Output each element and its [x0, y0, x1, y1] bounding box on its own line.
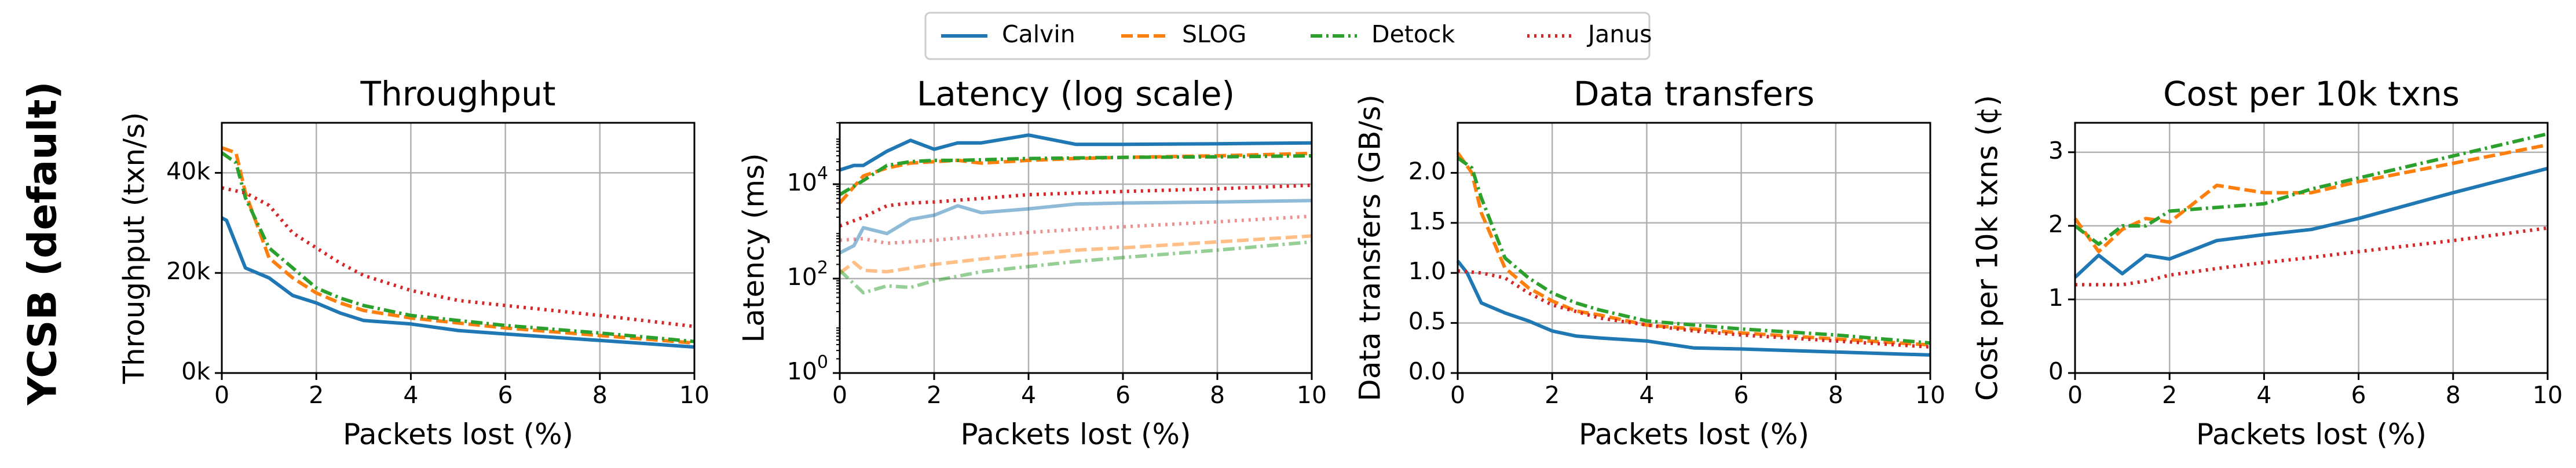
- series-line-slog: [838, 151, 1312, 204]
- series-line-slog: [2073, 143, 2548, 254]
- x-tick-label: 10: [679, 381, 709, 409]
- series-line-calvin: [2073, 166, 2548, 279]
- y-tick-label: 104: [787, 163, 828, 197]
- y-tick-label: 20k: [166, 257, 210, 285]
- series-line-calvin: [221, 216, 695, 349]
- legend-label-janus: Janus: [1586, 20, 1652, 48]
- x-tick-label: 8: [1210, 381, 1225, 409]
- x-tick-label: 2: [927, 381, 942, 409]
- legend: Calvin SLOG Detock Janus: [924, 12, 1652, 60]
- panel-cost: 0 2 4 6 8 10 0 1 2 3 Cost per 10k txns Packets lost…: [1971, 74, 2563, 451]
- axes-frame: [2074, 122, 2549, 374]
- legend-box: [924, 12, 1651, 60]
- y-tick-label: 3: [2048, 137, 2063, 164]
- series-line-calvin: [1456, 259, 1931, 357]
- x-tick-label: 4: [2256, 381, 2271, 409]
- panel-title: Cost per 10k txns: [2163, 74, 2460, 114]
- y-tick-label: 0k: [181, 357, 210, 385]
- x-tick-label: 10: [1297, 381, 1327, 409]
- series-line-calvin-faded: [839, 199, 1312, 255]
- y-tick-label: 1.0: [1408, 257, 1446, 285]
- series-line-detock: [221, 151, 695, 343]
- y-tick-label: 102: [787, 258, 828, 291]
- x-tick-label: 0: [2068, 381, 2083, 409]
- panel-title: Latency (log scale): [917, 74, 1235, 114]
- x-tick-label: 6: [2351, 381, 2366, 409]
- y-tick-label: 100: [787, 352, 828, 386]
- x-axis-label: Packets lost (%): [2196, 418, 2427, 451]
- x-tick-label: 4: [403, 381, 418, 409]
- y-tick-label: 0: [2048, 357, 2063, 385]
- y-tick-label: 1: [2048, 284, 2063, 312]
- x-axis-label: Packets lost (%): [960, 418, 1191, 451]
- panel-title: Data transfers: [1574, 74, 1814, 114]
- series-line-slog: [221, 146, 695, 345]
- y-tick-label: 0.0: [1408, 357, 1446, 385]
- x-tick-label: 10: [2533, 381, 2563, 409]
- y-axis-label: Data transfers (GB/s): [1353, 94, 1387, 401]
- panel-throughput: 0 2 4 6 8 10 0k 20k 40k Throughput Packets lost (%…: [118, 74, 710, 451]
- x-tick-label: 2: [1545, 381, 1560, 409]
- x-tick-label: 8: [592, 381, 608, 409]
- legend-label-detock: Detock: [1371, 20, 1455, 48]
- y-axis-label: Throughput (txn/s): [118, 112, 151, 384]
- x-tick-label: 4: [1021, 381, 1036, 409]
- series-line-detock-faded: [838, 240, 1312, 295]
- series-line-slog: [1456, 152, 1931, 347]
- y-tick-label: 2.0: [1408, 157, 1446, 185]
- x-tick-label: 0: [832, 381, 847, 409]
- legend-label-slog: SLOG: [1182, 20, 1246, 48]
- row-label: YCSB (default): [20, 81, 66, 405]
- x-axis-label: Packets lost (%): [343, 418, 573, 451]
- x-axis-label: Packets lost (%): [1579, 418, 1809, 451]
- axes-frame: [1457, 122, 1931, 374]
- axes-frame: [221, 122, 696, 374]
- series-line-detock: [1457, 156, 1931, 345]
- y-axis-label: Cost per 10k txns (¢): [1971, 95, 2004, 401]
- y-tick-label: 2: [2048, 210, 2063, 238]
- x-tick-label: 4: [1639, 381, 1654, 409]
- x-tick-label: 2: [309, 381, 324, 409]
- series-line-detock: [2074, 132, 2548, 246]
- y-tick-label: 1.5: [1408, 207, 1446, 235]
- y-tick-label: 40k: [166, 157, 210, 185]
- series-line-calvin: [839, 133, 1312, 172]
- x-tick-label: 8: [2446, 381, 2461, 409]
- series-line-janus: [839, 183, 1312, 228]
- y-axis-label: Latency (ms): [737, 153, 771, 342]
- x-tick-label: 2: [2162, 381, 2177, 409]
- x-tick-label: 6: [1734, 381, 1749, 409]
- axes-frame: [839, 122, 1313, 374]
- x-tick-label: 0: [1450, 381, 1465, 409]
- x-tick-label: 6: [498, 381, 513, 409]
- x-tick-label: 10: [1915, 381, 1945, 409]
- y-tick-label: 0.5: [1408, 308, 1446, 335]
- series-line-janus-faded: [839, 214, 1312, 245]
- legend-label-calvin: Calvin: [1002, 20, 1075, 48]
- series-line-janus: [221, 186, 695, 328]
- panel-title: Throughput: [360, 74, 556, 114]
- series-line-detock: [839, 154, 1312, 196]
- x-tick-label: 0: [214, 381, 229, 409]
- x-tick-label: 6: [1115, 381, 1130, 409]
- x-tick-label: 8: [1828, 381, 1843, 409]
- series-line-slog-faded: [839, 234, 1312, 275]
- panel-latency: 0 2 4 6 8 10 100 102 104 Latency (log scale) Packe…: [737, 74, 1327, 451]
- panel-data-transfers: 0 2 4 6 8 10 0.0 0.5 1.0 1.5 2.0 Data transfers Pack…: [1353, 74, 1946, 451]
